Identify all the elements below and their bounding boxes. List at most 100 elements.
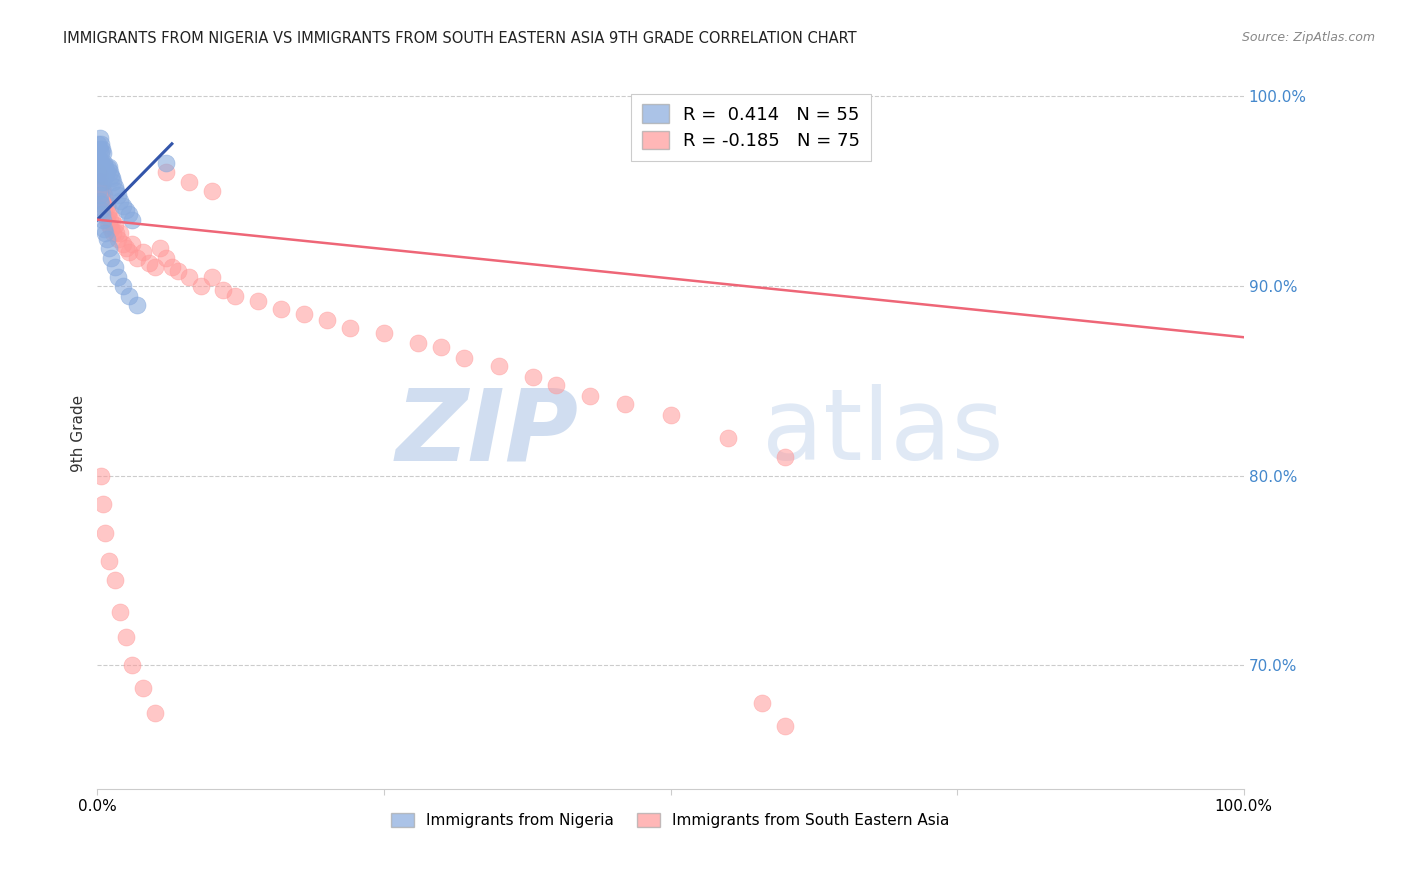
Point (90, 136, 112, 151)
Point (121, 212, 143, 227)
Point (201, 184, 224, 198)
Point (579, 389, 602, 403)
Point (97, 554, 120, 568)
Point (115, 630, 138, 644)
Point (96, 232, 118, 246)
Point (89, 165, 111, 179)
Point (90, 197, 112, 211)
Point (177, 175, 200, 189)
Point (93, 155, 115, 169)
Point (90, 188, 112, 202)
Point (90, 161, 112, 176)
Point (103, 260, 125, 274)
Point (143, 706, 166, 720)
Point (94, 194, 117, 208)
Point (138, 256, 160, 270)
Point (97, 161, 120, 176)
Point (100, 222, 122, 236)
Text: IMMIGRANTS FROM NIGERIA VS IMMIGRANTS FROM SOUTH EASTERN ASIA 9TH GRADE CORRELAT: IMMIGRANTS FROM NIGERIA VS IMMIGRANTS FR… (63, 31, 856, 46)
Point (127, 298, 149, 312)
Point (544, 377, 567, 392)
Point (91, 143, 114, 157)
Point (93, 169, 115, 183)
Point (118, 288, 141, 302)
Point (91, 180, 114, 194)
Point (91, 197, 114, 211)
Point (90, 175, 112, 189)
Point (91, 184, 114, 198)
Point (89, 131, 111, 145)
Point (155, 155, 177, 169)
Point (96, 212, 118, 227)
Point (94, 226, 117, 240)
Point (89, 184, 111, 198)
Point (149, 241, 172, 255)
Point (89, 143, 111, 157)
Point (91, 160, 114, 174)
Point (132, 244, 155, 259)
Point (339, 320, 361, 334)
Point (104, 184, 127, 198)
Point (87, 175, 110, 189)
Point (453, 351, 475, 365)
Point (111, 237, 134, 252)
Point (100, 169, 122, 183)
Point (101, 170, 124, 185)
Point (93, 188, 115, 202)
Point (430, 340, 453, 354)
Point (91, 194, 114, 208)
Point (373, 326, 395, 341)
Point (91, 155, 114, 169)
Point (103, 219, 125, 233)
Point (118, 244, 141, 259)
Point (91, 165, 114, 179)
Point (97, 219, 120, 233)
Point (103, 175, 125, 189)
Point (97, 160, 120, 174)
Point (91, 212, 114, 227)
Point (90, 169, 112, 183)
Point (90, 468, 112, 483)
Point (94, 160, 117, 174)
Point (89, 188, 111, 202)
Point (87, 150, 110, 164)
Point (89, 169, 111, 183)
Point (90, 203, 112, 218)
Point (103, 226, 125, 240)
Point (90, 146, 112, 161)
Point (751, 696, 773, 710)
Point (93, 222, 115, 236)
Point (270, 301, 292, 316)
Point (488, 359, 510, 373)
Point (212, 283, 235, 297)
Point (98, 212, 121, 227)
Point (87, 165, 110, 179)
Point (190, 279, 212, 293)
Point (659, 408, 682, 422)
Y-axis label: 9th Grade: 9th Grade (72, 394, 86, 472)
Point (246, 294, 269, 309)
Point (166, 264, 188, 278)
Legend: Immigrants from Nigeria, Immigrants from South Eastern Asia: Immigrants from Nigeria, Immigrants from… (385, 807, 956, 834)
Point (107, 232, 129, 246)
Point (87, 136, 110, 151)
Point (91, 175, 114, 189)
Point (177, 269, 200, 284)
Point (110, 194, 132, 208)
Point (408, 335, 430, 350)
Point (143, 260, 166, 274)
Point (155, 165, 177, 179)
Point (87, 184, 110, 198)
Point (160, 260, 183, 274)
Point (97, 241, 120, 255)
Point (522, 370, 544, 384)
Point (98, 165, 121, 179)
Point (201, 269, 224, 284)
Point (115, 241, 138, 255)
Point (103, 180, 125, 194)
Text: atlas: atlas (762, 384, 1004, 482)
Point (100, 251, 122, 265)
Point (103, 573, 125, 587)
Point (107, 188, 129, 202)
Point (121, 237, 143, 252)
